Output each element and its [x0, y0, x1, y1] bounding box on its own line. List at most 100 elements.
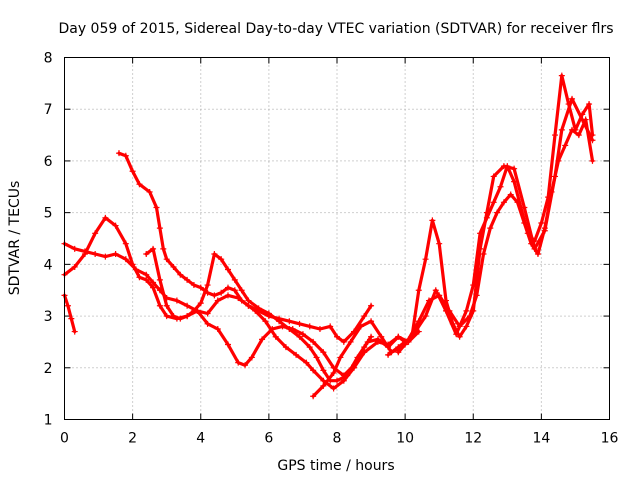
data-point-marker: [552, 132, 558, 139]
data-point-marker: [150, 245, 157, 252]
data-point-marker: [211, 251, 218, 258]
data-point-marker: [357, 323, 364, 330]
data-point-marker: [334, 333, 340, 340]
data-point-marker: [293, 351, 300, 358]
data-point-marker: [320, 349, 327, 356]
data-point-marker: [214, 326, 221, 332]
data-point-marker: [500, 199, 507, 206]
data-point-marker: [327, 323, 334, 330]
data-point-marker: [245, 302, 252, 309]
data-point-marker: [443, 307, 449, 314]
data-point-marker: [316, 326, 323, 332]
x-axis-label: GPS time / hours: [277, 458, 394, 474]
data-point-marker: [347, 338, 354, 345]
data-point-marker: [296, 333, 303, 340]
data-point-marker: [575, 132, 582, 139]
data-point-marker: [112, 251, 119, 258]
data-point-marker: [255, 305, 262, 312]
data-point-marker: [555, 157, 562, 164]
data-point-marker: [225, 341, 231, 348]
data-point-marker: [81, 251, 88, 258]
data-point-marker: [422, 313, 429, 320]
data-point-marker: [310, 367, 317, 374]
y-tick-label: 4: [44, 257, 53, 273]
data-point-marker: [122, 152, 129, 159]
data-point-marker: [368, 333, 375, 340]
data-point-marker: [122, 240, 129, 247]
data-point-marker: [337, 354, 344, 361]
data-point-marker: [129, 261, 136, 268]
y-tick-label: 5: [44, 206, 53, 222]
data-point-marker: [320, 377, 327, 384]
data-point-marker: [361, 313, 368, 320]
data-point-marker: [163, 256, 170, 263]
data-point-marker: [218, 256, 225, 263]
data-point-marker: [531, 238, 538, 245]
data-point-marker: [579, 111, 586, 118]
data-point-marker: [306, 323, 313, 330]
data-point-marker: [238, 287, 245, 294]
data-point-marker: [259, 336, 266, 343]
data-point-marker: [143, 271, 150, 278]
x-tick-labels: 0 2 4 6 8 10 12 14 16: [60, 431, 618, 447]
data-point-marker: [562, 142, 569, 149]
data-point-marker: [146, 188, 153, 195]
data-point-marker: [483, 214, 490, 221]
data-point-marker: [143, 251, 150, 258]
data-point-marker: [466, 313, 473, 320]
data-point-marker: [415, 287, 422, 294]
data-point-marker: [463, 323, 470, 330]
series-layer: [61, 72, 596, 400]
data-point-marker: [545, 194, 552, 201]
data-point-marker: [129, 168, 136, 175]
data-point-marker: [163, 302, 170, 309]
data-point-marker: [480, 251, 487, 258]
data-point-marker: [538, 219, 545, 226]
x-tick-label: 14: [532, 431, 550, 447]
data-point-marker: [156, 302, 163, 309]
data-point-marker: [197, 300, 204, 307]
data-point-marker: [248, 354, 255, 361]
x-tick-label: 8: [333, 431, 342, 447]
data-point-marker: [102, 253, 109, 260]
series-trace-6: [311, 97, 595, 398]
data-point-marker: [204, 282, 211, 289]
data-point-marker: [497, 183, 504, 190]
data-point-marker: [204, 320, 211, 327]
data-point-marker: [136, 181, 143, 188]
x-tick-label: 4: [196, 431, 205, 447]
data-point-marker: [463, 307, 470, 314]
data-point-marker: [320, 382, 327, 389]
data-point-marker: [276, 318, 283, 325]
data-point-marker: [122, 256, 129, 263]
data-point-marker: [170, 313, 177, 320]
data-point-marker: [402, 341, 409, 348]
plot-frame: [64, 57, 610, 420]
data-point-marker: [170, 263, 177, 270]
data-point-marker: [160, 245, 167, 252]
series-trace-3: [62, 216, 373, 378]
data-point-marker: [368, 318, 375, 325]
data-point-marker: [320, 367, 327, 374]
data-point-marker: [453, 331, 460, 338]
data-point-marker: [102, 214, 109, 221]
data-point-marker: [190, 282, 197, 289]
data-point-marker: [330, 369, 337, 376]
data-point-marker: [71, 263, 78, 270]
data-point-marker: [511, 165, 518, 172]
data-point-marker: [214, 297, 221, 304]
data-point-marker: [92, 251, 99, 258]
data-point-marker: [197, 284, 204, 291]
data-point-marker: [412, 328, 419, 335]
data-point-marker: [340, 338, 347, 345]
data-point-marker: [354, 354, 361, 361]
y-axis-label: SDTVAR / TECUs: [7, 181, 23, 296]
data-point-marker: [422, 256, 429, 263]
data-point-marker: [477, 230, 484, 237]
data-point-marker: [395, 333, 402, 340]
data-point-marker: [150, 279, 157, 286]
data-point-marker: [231, 276, 238, 283]
data-point-marker: [334, 377, 340, 384]
series-trace-4: [117, 151, 407, 391]
data-point-marker: [143, 276, 150, 283]
